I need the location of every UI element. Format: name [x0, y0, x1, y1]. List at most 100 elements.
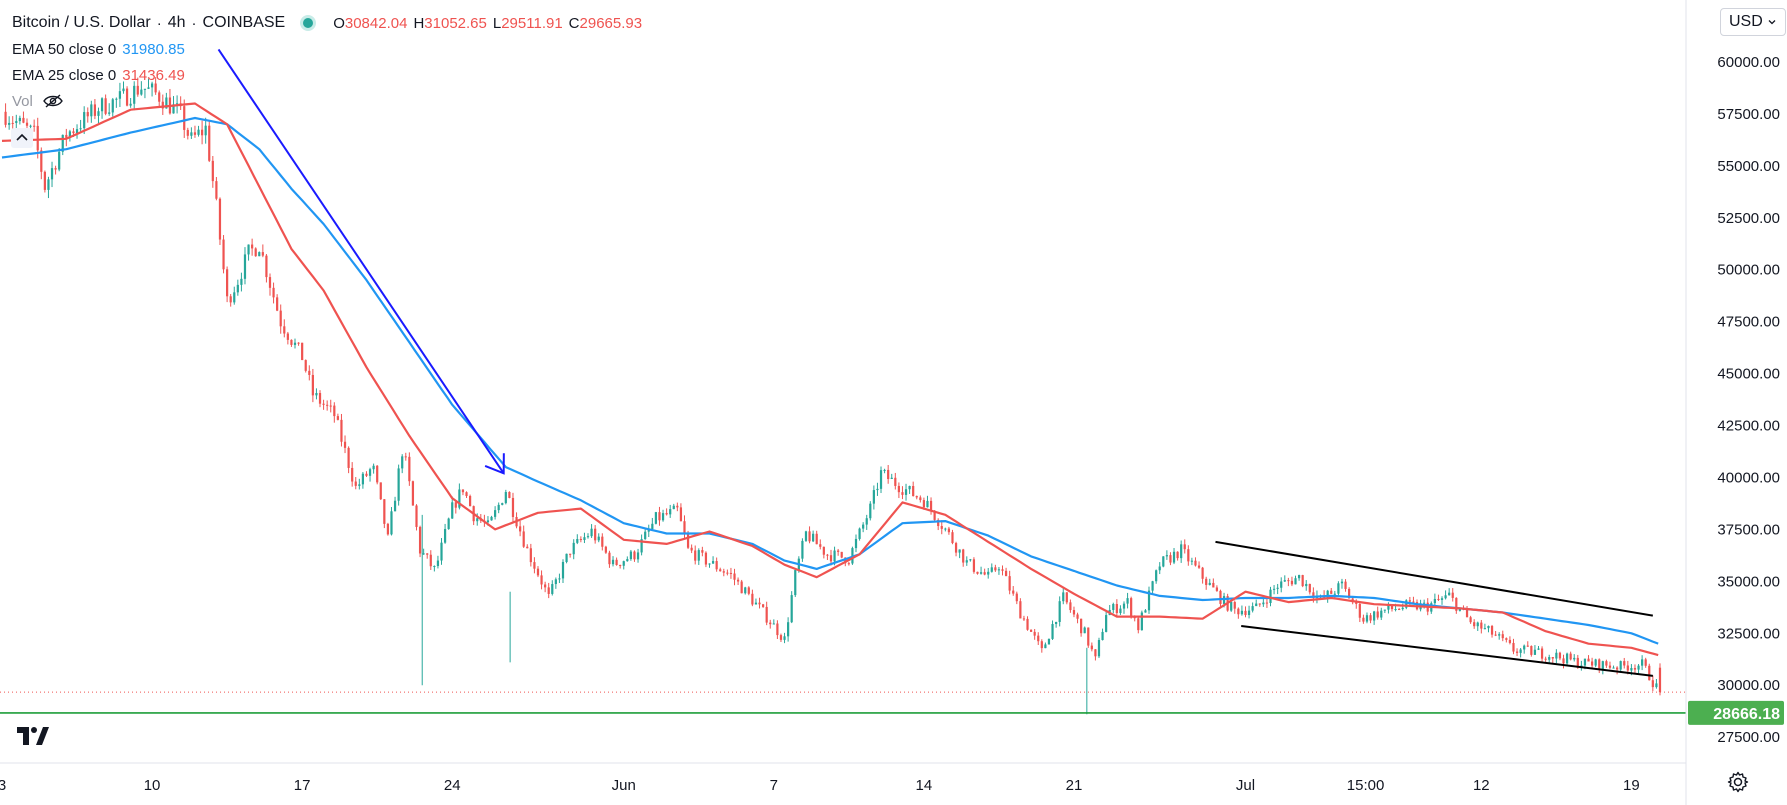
price-tick-label: 55000.00 — [1717, 158, 1780, 175]
candle-body — [976, 571, 979, 574]
candle-body — [125, 88, 129, 106]
candle-body — [15, 121, 18, 123]
volume-label[interactable]: Vol — [12, 92, 33, 110]
candle-body — [358, 484, 361, 486]
candle-body — [947, 528, 951, 533]
candle-body — [683, 521, 686, 535]
candle-body — [972, 559, 976, 572]
candle-body — [1483, 628, 1487, 630]
candle-body — [418, 526, 422, 554]
candle-body — [1494, 634, 1497, 636]
candle-body — [1037, 635, 1040, 642]
candle-body — [958, 549, 961, 553]
candle-body — [983, 572, 986, 575]
candle-body — [1369, 615, 1372, 621]
candle-body — [1333, 593, 1336, 595]
candle-body — [1165, 555, 1168, 557]
candle-body — [536, 568, 540, 576]
time-tick-label: 15:00 — [1347, 777, 1385, 794]
candle-body — [54, 168, 57, 170]
ohlc-open-value: 30842.04 — [344, 14, 408, 32]
channel-upper-line[interactable] — [1215, 540, 1654, 617]
candle-body — [443, 529, 447, 543]
candle-body — [165, 97, 168, 109]
candle-body — [226, 269, 229, 297]
candle-body — [876, 488, 879, 491]
candle-body — [740, 581, 743, 594]
candle-body — [1090, 645, 1093, 650]
candle-body — [1590, 661, 1594, 666]
candle-body — [912, 485, 915, 497]
interval-label[interactable]: 4h — [167, 14, 186, 31]
candle-body — [526, 546, 529, 549]
candle-body — [1004, 570, 1008, 577]
candle-body — [919, 497, 922, 501]
candle-body — [1619, 661, 1622, 670]
candle-body — [172, 104, 175, 114]
tradingview-logo-icon[interactable] — [16, 724, 50, 748]
candle-body — [1576, 657, 1579, 668]
candle-body — [283, 326, 286, 334]
price-tick-label: 60000.00 — [1717, 54, 1780, 71]
price-tick-label: 50000.00 — [1717, 262, 1780, 279]
chevron-down-icon — [1768, 20, 1776, 25]
candle-body — [408, 456, 411, 482]
candle-body — [1565, 653, 1569, 664]
candle-body — [1022, 618, 1026, 620]
candle-body — [1394, 609, 1397, 611]
candle-body — [372, 465, 375, 470]
candle-body — [336, 416, 339, 420]
candle-body — [118, 91, 122, 99]
ema25-label[interactable]: EMA 25 close 0 — [12, 66, 117, 84]
candle-body — [1444, 595, 1447, 599]
candle-body — [608, 552, 611, 565]
candle-body — [404, 456, 407, 458]
candle-body — [944, 528, 947, 530]
candle-body — [1269, 589, 1272, 604]
ohlc-low-label: L — [492, 14, 502, 32]
candle-body — [901, 492, 904, 495]
candle-body — [429, 554, 432, 567]
candle-body — [65, 134, 68, 138]
candle-body — [1651, 680, 1654, 688]
channel-lower-line[interactable] — [1241, 625, 1653, 677]
candle-body — [1122, 603, 1126, 609]
candle-body — [1344, 581, 1347, 589]
eye-hidden-icon[interactable] — [43, 94, 63, 108]
candle-body — [815, 533, 818, 545]
candle-body — [290, 339, 293, 345]
candle-body — [465, 492, 468, 496]
candle-body — [576, 539, 579, 543]
collapse-legend-button[interactable] — [11, 128, 33, 148]
candle-body — [704, 552, 708, 565]
settings-gear-icon[interactable] — [1726, 770, 1750, 794]
candle-body — [1280, 581, 1283, 588]
candle-body — [833, 550, 836, 562]
candle-body — [708, 563, 711, 565]
candle-body — [754, 602, 758, 605]
candle-body — [1033, 631, 1036, 636]
candle-body — [869, 503, 872, 519]
candle-body — [322, 403, 325, 405]
candle-body — [779, 635, 783, 640]
candle-body — [1562, 658, 1565, 664]
ema25-value: 31436.49 — [122, 66, 185, 84]
candle-body — [254, 248, 257, 257]
downtrend-arrow-line[interactable] — [217, 48, 505, 474]
candle-body — [222, 239, 225, 270]
candle-body — [1480, 622, 1483, 629]
candle-body — [729, 572, 733, 574]
candle-body — [826, 554, 829, 556]
candle-body — [247, 244, 250, 255]
candle-body — [240, 278, 243, 285]
candle-body — [268, 277, 272, 288]
candle-body — [1029, 629, 1033, 632]
symbol-name[interactable]: Bitcoin / U.S. Dollar — [12, 14, 151, 31]
candle-body — [887, 469, 890, 479]
ema50-label[interactable]: EMA 50 close 0 — [12, 40, 117, 58]
currency-button[interactable]: USD — [1720, 8, 1786, 36]
candle-body — [1408, 600, 1411, 602]
candle-body — [379, 482, 382, 500]
candle-body — [636, 552, 640, 560]
